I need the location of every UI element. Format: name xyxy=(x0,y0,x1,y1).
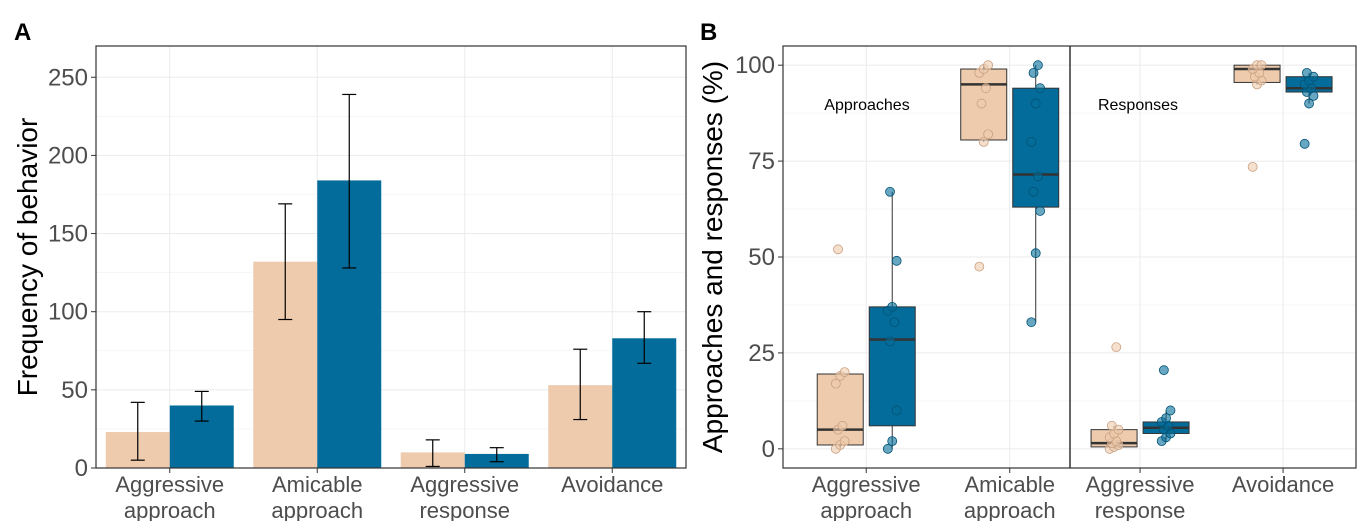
data-point xyxy=(885,336,895,347)
panel-b-y-axis-title: Approaches and responses (%) xyxy=(697,61,728,453)
data-point xyxy=(837,420,848,431)
data-point xyxy=(891,255,902,266)
data-point xyxy=(889,317,900,328)
data-point xyxy=(978,137,989,147)
data-point xyxy=(1030,98,1041,109)
data-point xyxy=(1158,365,1169,376)
panel-b-y-tick-label: 50 xyxy=(748,244,775,271)
data-point xyxy=(833,244,843,255)
data-point xyxy=(974,261,985,272)
data-point xyxy=(1256,60,1267,71)
panel-b-y-tick-label: 0 xyxy=(762,436,775,463)
panel-a-x-tick-label: approach xyxy=(124,498,216,521)
data-point xyxy=(887,436,898,447)
data-point xyxy=(983,129,994,140)
panel-b-x-tick-label: Amicable xyxy=(964,472,1054,497)
data-point xyxy=(1035,83,1046,94)
data-point xyxy=(1304,98,1314,109)
panel-a-x-tick-label: response xyxy=(419,498,510,521)
data-point xyxy=(839,367,850,377)
panel-a-y-axis-title: Frequency of behavior xyxy=(12,118,43,397)
panel-a-bars xyxy=(105,180,677,469)
data-point xyxy=(1161,413,1171,424)
panel-a-y-tick-label: 200 xyxy=(48,142,88,169)
panel-a-x-ticks: AggressiveapproachAmicableapproachAggres… xyxy=(115,468,663,521)
panel-b-x-tick-label: Avoidance xyxy=(1232,472,1334,497)
data-point xyxy=(983,60,994,71)
data-point xyxy=(1026,137,1037,147)
panel-b-x-tick-label: approach xyxy=(964,498,1056,521)
data-point xyxy=(891,405,902,416)
data-point xyxy=(1106,420,1117,431)
data-point xyxy=(885,186,895,197)
panel-a-x-tick-label: Aggressive xyxy=(410,472,519,497)
data-point xyxy=(882,443,893,454)
panel-a-x-tick-label: Aggressive xyxy=(115,472,224,497)
data-point xyxy=(1028,186,1039,197)
data-point xyxy=(976,98,987,109)
data-point xyxy=(1301,67,1312,78)
panel-a-error-bars xyxy=(130,93,652,468)
panel-a-y-tick-label: 50 xyxy=(61,377,88,404)
panel-a-x-tick-label: approach xyxy=(271,498,363,521)
data-point xyxy=(1033,171,1043,182)
data-point xyxy=(1028,67,1039,78)
panel-a-y-ticks: 0 50 100 150 200 250 xyxy=(48,64,96,482)
panel-a-y-tick-label: 0 xyxy=(75,455,88,482)
data-point xyxy=(1247,161,1258,172)
facet-label-approaches: Approaches xyxy=(824,97,909,114)
panel-b-y-tick-label: 100 xyxy=(735,52,775,79)
data-point xyxy=(1165,405,1176,416)
panel-b-y-ticks: 0 25 50 75 100 xyxy=(735,52,783,463)
panel-b-x-tick-label: response xyxy=(1095,498,1186,521)
panel-a-y-tick-label: 250 xyxy=(48,64,88,91)
data-point xyxy=(1111,342,1122,353)
data-point xyxy=(839,436,850,447)
box-aggressive-approach-group2 xyxy=(868,306,916,427)
panel-a-letter: A xyxy=(14,19,31,46)
panel-b-y-tick-label: 25 xyxy=(748,340,775,367)
data-point xyxy=(1030,248,1041,259)
data-point xyxy=(1035,206,1046,216)
data-point xyxy=(981,83,991,94)
panel-a-x-tick-label: Avoidance xyxy=(561,472,663,497)
data-point xyxy=(1026,317,1037,328)
panel-b-letter: B xyxy=(700,19,717,46)
facet-label-responses: Responses xyxy=(1098,97,1178,114)
data-point xyxy=(830,378,841,389)
panel-b-x-tick-label: Aggressive xyxy=(1086,472,1195,497)
panel-a-border xyxy=(95,45,687,469)
panel-b-x-tick-label: approach xyxy=(820,498,912,521)
panel-b-x-ticks: AggressiveapproachAmicableapproachAggres… xyxy=(812,468,1334,521)
panel-a-x-tick-label: Amicable xyxy=(272,472,362,497)
panel-b-box-plot: Approaches Responses 0 25 50 75 100 Aggressi… xyxy=(697,45,1357,521)
panel-b-points xyxy=(830,60,1319,454)
data-point xyxy=(887,301,898,312)
data-point xyxy=(1033,60,1043,71)
data-point xyxy=(1299,138,1310,149)
panel-a-y-tick-label: 100 xyxy=(48,299,88,326)
panel-b-x-tick-label: Aggressive xyxy=(812,472,921,497)
panel-b-y-tick-label: 75 xyxy=(748,148,775,175)
panel-a-y-tick-label: 150 xyxy=(48,221,88,248)
